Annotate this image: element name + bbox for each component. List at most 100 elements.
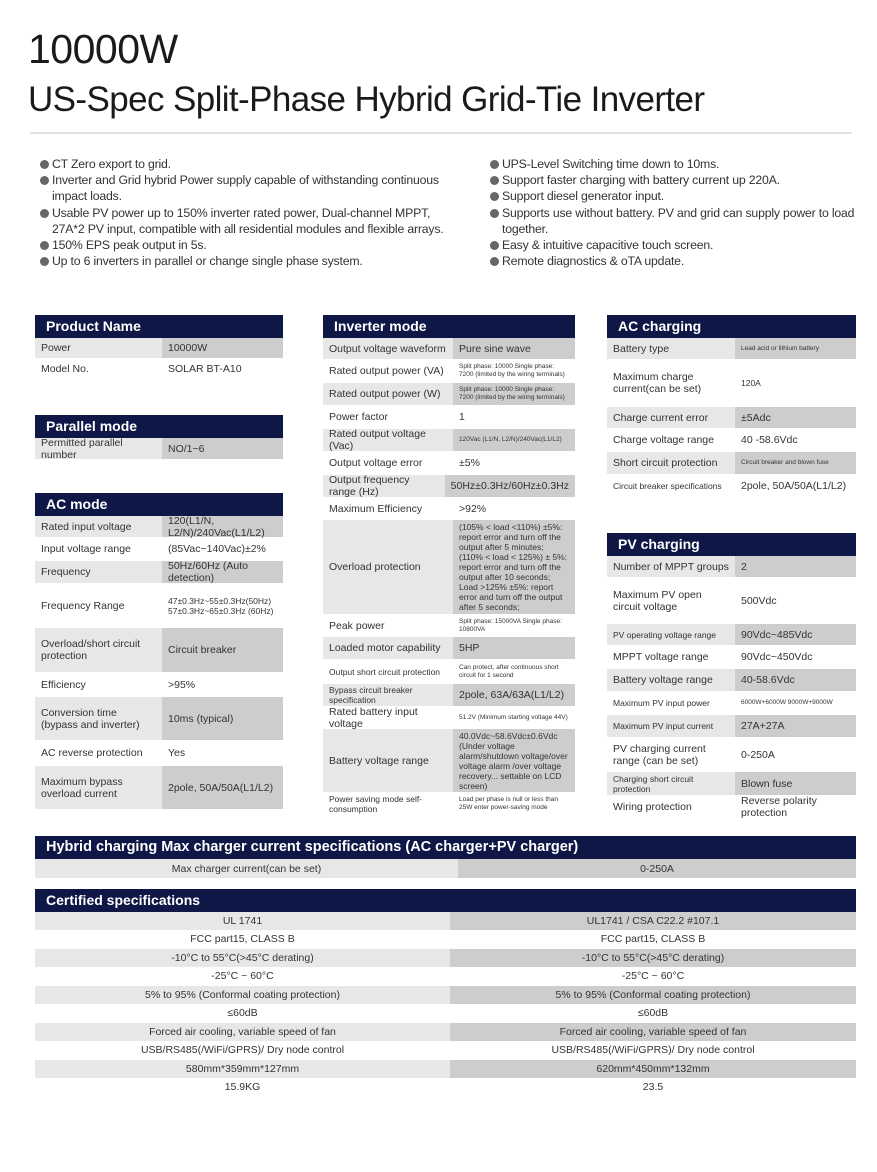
table-row: Battery voltage range 40.0Vdc~58.6Vdc±0.6… <box>323 729 575 793</box>
row-label: Rated battery input voltage <box>329 705 418 730</box>
table-row: Input voltage range (85Vac~140Vac)±2% <box>35 538 283 561</box>
feature-item: Up to 6 inverters in parallel or change … <box>40 253 460 269</box>
row-label: Circuit breaker specifications <box>613 481 722 491</box>
table-row: Maximum PV input current 27A+27A <box>607 715 856 738</box>
row-label: PV charging current range (can be set) <box>613 742 706 767</box>
page-subtitle: US-Spec Split-Phase Hybrid Grid-Tie Inve… <box>28 80 705 119</box>
table-row: Power saving mode self-consumption Load p… <box>323 793 575 816</box>
feature-item: Remote diagnostics & oTA update. <box>490 253 860 269</box>
row-value: NO/1~6 <box>162 438 283 459</box>
table-header: Parallel mode <box>35 415 283 438</box>
table-row: Short circuit protection Circuit breaker … <box>607 452 856 475</box>
table-row: Wiring protection Reverse polarity protec… <box>607 794 856 819</box>
row-label: Loaded motor capability <box>323 637 453 659</box>
row-label: Battery voltage range <box>323 729 453 792</box>
row-value: Can protect, after continuous short circ… <box>459 663 559 679</box>
row-value: 47±0.3Hz~55±0.3Hz(50Hz) 57±0.3Hz~65±0.3H… <box>168 595 274 616</box>
row-label: Maximum charge current(can be set) <box>613 371 702 395</box>
table-row: -10°C to 55°C(>45°C derating) -10°C to 55… <box>35 949 856 968</box>
row-value: 90Vdc~485Vdc <box>735 624 856 645</box>
row-label: -25°C ~ 60°C <box>35 967 450 985</box>
row-value: >92% <box>459 502 487 515</box>
row-value: Split phase: 15000VA Single phase: 10800… <box>459 617 562 633</box>
row-value: 620mm*450mm*132mm <box>450 1060 856 1078</box>
row-value: USB/RS485(/WiFi/GPRS)/ Dry node control <box>450 1041 856 1059</box>
row-label: Battery type <box>607 338 735 359</box>
feature-item: UPS-Level Switching time down to 10ms. <box>490 156 860 172</box>
table-row: Charge voltage range 40 -58.6Vdc <box>607 429 856 452</box>
row-label: Permitted parallel number <box>35 437 162 461</box>
features-right: UPS-Level Switching time down to 10ms. Su… <box>490 156 860 269</box>
row-value: 10000W <box>162 338 283 358</box>
table-row: Overload protection (105% < load <110%) ±… <box>323 520 575 615</box>
table-row: Efficiency >95% <box>35 673 283 697</box>
row-label: Frequency Range <box>41 599 125 612</box>
row-value: 90Vdc~450Vdc <box>741 651 813 663</box>
row-label: Power saving mode self-consumption <box>329 794 423 814</box>
table-row: Forced air cooling, variable speed of fa… <box>35 1023 856 1042</box>
table-header: Certified specifications <box>35 889 856 912</box>
row-label: Output frequency range (Hz) <box>323 474 445 498</box>
row-label: PV operating voltage range <box>607 624 735 645</box>
table-row: Charge current error ±5Adc <box>607 407 856 429</box>
row-value: >95% <box>168 678 196 691</box>
table-header: Hybrid charging Max charger current spec… <box>35 836 856 859</box>
table-row: MPPT voltage range 90Vdc~450Vdc <box>607 646 856 669</box>
table-row: Maximum bypass overload current 2pole, 50… <box>35 766 283 810</box>
row-value: -10°C to 55°C(>45°C derating) <box>450 949 856 967</box>
row-value: 40-58.6Vdc <box>735 669 856 691</box>
row-value: 500Vdc <box>741 594 777 607</box>
table-row: Charging short circuit protection Blown f… <box>607 772 856 796</box>
product-table: Product Name Power 10000W Model No. SOLAR BT… <box>35 315 283 380</box>
row-label: 15.9KG <box>35 1078 450 1096</box>
table-row: Maximum PV open circuit voltage 500Vdc <box>607 578 856 624</box>
feature-item: Support faster charging with battery cur… <box>490 172 860 188</box>
table-row: Output frequency range (Hz) 50Hz±0.3Hz/60… <box>323 474 575 498</box>
table-row: Number of MPPT groups 2 <box>607 556 856 578</box>
table-row: PV operating voltage range 90Vdc~485Vdc <box>607 624 856 646</box>
row-label: Rated input voltage <box>35 516 162 537</box>
row-value: 0-250A <box>741 748 775 761</box>
row-label: Model No. <box>41 363 89 375</box>
row-value: 5% to 95% (Conformal coating protection) <box>450 986 856 1004</box>
row-label: Rated output power (W) <box>323 383 453 405</box>
table-row: Peak power Split phase: 15000VA Single ph… <box>323 615 575 637</box>
row-value: 23.5 <box>450 1078 856 1096</box>
row-label: Maximum PV open circuit voltage <box>613 588 702 613</box>
table-row: 580mm*359mm*127mm 620mm*450mm*132mm <box>35 1060 856 1079</box>
table-row: Output voltage error ±5% <box>323 452 575 475</box>
table-row: Rated output power (VA) Split phase: 1000… <box>323 360 575 383</box>
row-label: Wiring protection <box>613 800 692 813</box>
row-label: Bypass circuit breaker specification <box>323 684 453 706</box>
row-value: 2pole, 50A/50A(L1/L2) <box>162 766 283 809</box>
row-label: ≤60dB <box>35 1004 450 1022</box>
row-value: SOLAR BT-A10 <box>168 363 242 375</box>
feature-item: Supports use without battery. PV and gri… <box>490 205 860 237</box>
row-value: 120Vac (L1/N, L2/N)/240Vac(L1/L2) <box>453 429 575 451</box>
table-row: Maximum PV input power 6000W+6000W 9000W+… <box>607 692 856 715</box>
row-value: Reverse polarity protection <box>741 794 817 819</box>
row-value: (105% < load <110%) ±5%: report error an… <box>453 520 575 614</box>
row-label: Charge voltage range <box>613 434 714 446</box>
pv-charging-table: PV charging Number of MPPT groups 2 Maximum… <box>607 533 856 819</box>
row-label: 5% to 95% (Conformal coating protection) <box>35 986 450 1004</box>
table-row: Maximum charge current(can be set) 120A <box>607 360 856 407</box>
row-label: Maximum PV input power <box>613 698 710 708</box>
row-value: 2pole, 63A/63A(L1/L2) <box>453 684 575 706</box>
table-row: Rated output voltage (Vac) 120Vac (L1/N, … <box>323 428 575 452</box>
row-value: 6000W+6000W 9000W+9000W <box>741 699 833 706</box>
row-label: Forced air cooling, variable speed of fa… <box>35 1023 450 1041</box>
feature-item: Easy & intuitive capacitive touch screen… <box>490 237 860 253</box>
row-label: Charge current error <box>607 407 735 428</box>
row-label: Rated output power (VA) <box>329 365 444 377</box>
features-left: CT Zero export to grid. Inverter and Grid… <box>40 156 460 269</box>
row-value: 40 -58.6Vdc <box>741 434 798 446</box>
table-row: Overload/short circuit protection Circuit… <box>35 628 283 673</box>
table-row: Conversion time (bypass and inverter) 10m… <box>35 697 283 741</box>
row-value: 40.0Vdc~58.6Vdc±0.6Vdc (Under voltage al… <box>453 729 575 792</box>
row-label: Charging short circuit protection <box>607 772 735 795</box>
table-header: Product Name <box>35 315 283 338</box>
row-label: FCC part15, CLASS B <box>35 930 450 948</box>
row-value: Yes <box>168 747 186 759</box>
table-header: PV charging <box>607 533 856 556</box>
